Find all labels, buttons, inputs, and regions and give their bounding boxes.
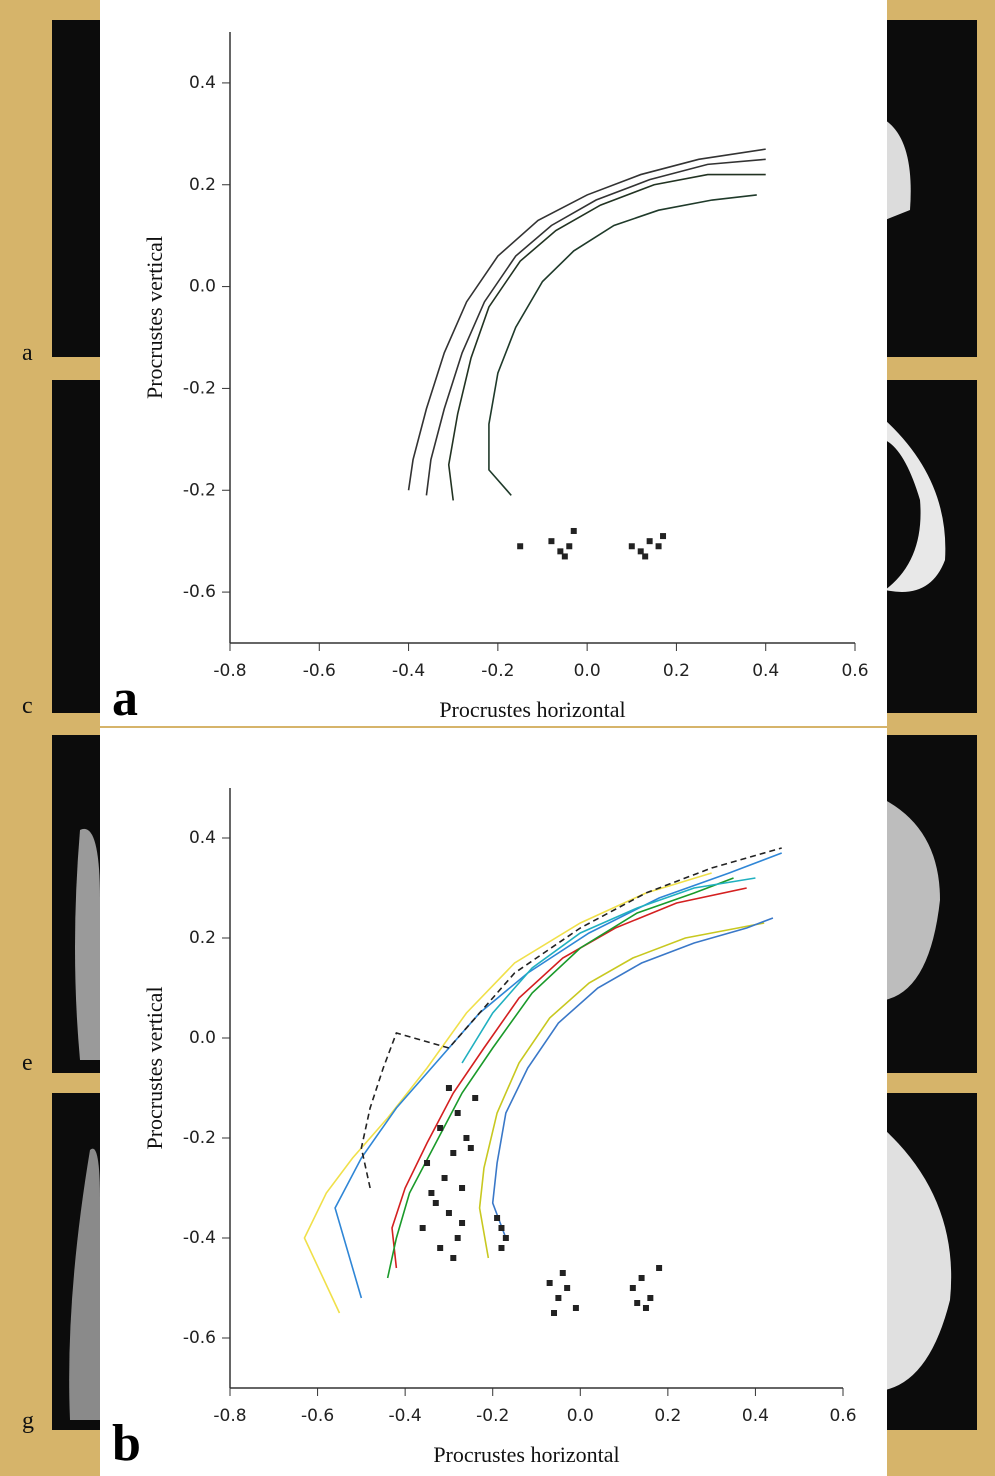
point xyxy=(566,543,573,550)
point xyxy=(570,527,577,534)
panel-letter: a xyxy=(112,670,138,727)
y-tick-label: 0.0 xyxy=(189,1028,216,1048)
y-tick-label: 0.2 xyxy=(189,928,216,948)
point xyxy=(551,1310,558,1316)
point xyxy=(472,1095,479,1101)
point xyxy=(459,1220,466,1226)
point xyxy=(467,1145,474,1151)
chart-background xyxy=(100,728,887,1476)
panel-label: c xyxy=(22,693,33,719)
point xyxy=(498,1245,505,1251)
point xyxy=(498,1225,505,1231)
x-tick-label: -0.6 xyxy=(303,661,336,681)
panel-letter: b xyxy=(112,1415,141,1472)
y-tick-label: -0.4 xyxy=(183,1228,216,1248)
y-axis-label: Procrustes vertical xyxy=(142,986,167,1149)
x-tick-label: -0.6 xyxy=(301,1406,334,1426)
point xyxy=(646,538,653,545)
x-tick-label: 0.6 xyxy=(829,1406,856,1426)
point xyxy=(459,1185,466,1191)
y-tick-label: -0.2 xyxy=(183,480,216,500)
curve xyxy=(407,148,766,491)
point xyxy=(557,548,564,555)
x-axis-label: Procrustes horizontal xyxy=(433,1442,619,1467)
point xyxy=(655,543,662,550)
x-tick-label: -0.8 xyxy=(213,1406,246,1426)
y-tick-label: 0.4 xyxy=(189,828,216,848)
x-tick-label: -0.4 xyxy=(389,1406,422,1426)
y-tick-label: -0.2 xyxy=(183,378,216,398)
point xyxy=(424,1160,431,1166)
panel-label: g xyxy=(22,1408,34,1434)
point xyxy=(445,1085,452,1091)
point xyxy=(642,1305,649,1311)
point xyxy=(450,1150,457,1156)
x-tick-label: 0.4 xyxy=(742,1406,769,1426)
point xyxy=(437,1245,444,1251)
point xyxy=(555,1295,562,1301)
point xyxy=(445,1210,452,1216)
point xyxy=(561,553,568,560)
x-tick-label: -0.8 xyxy=(213,661,246,681)
x-tick-label: 0.2 xyxy=(663,661,690,681)
point xyxy=(642,553,649,560)
chart-background xyxy=(100,0,887,726)
point xyxy=(647,1295,654,1301)
point xyxy=(502,1235,509,1241)
x-tick-label: -0.2 xyxy=(481,661,514,681)
y-tick-label: -0.2 xyxy=(183,1128,216,1148)
x-tick-label: 0.4 xyxy=(752,661,779,681)
panel-label: e xyxy=(22,1050,33,1076)
point xyxy=(419,1225,426,1231)
curve xyxy=(461,877,756,1064)
point xyxy=(637,548,644,555)
y-tick-label: -0.6 xyxy=(183,1328,216,1348)
x-tick-label: 0.6 xyxy=(841,661,868,681)
point xyxy=(638,1275,645,1281)
curve xyxy=(478,922,765,1259)
x-tick-label: 0.2 xyxy=(654,1406,681,1426)
point xyxy=(656,1265,663,1271)
curve xyxy=(491,917,774,1239)
curve xyxy=(303,872,712,1314)
point xyxy=(463,1135,470,1141)
point xyxy=(441,1175,448,1181)
point xyxy=(546,1280,553,1286)
point xyxy=(494,1215,501,1221)
y-tick-label: 0.2 xyxy=(189,175,216,195)
point xyxy=(517,543,524,550)
y-tick-label: 0.0 xyxy=(189,277,216,297)
point xyxy=(559,1270,566,1276)
point xyxy=(629,1285,636,1291)
curve xyxy=(488,194,757,496)
curve xyxy=(391,887,747,1269)
point xyxy=(572,1305,579,1311)
point xyxy=(432,1200,439,1206)
point xyxy=(437,1125,444,1131)
x-tick-label: -0.2 xyxy=(476,1406,509,1426)
y-axis-label: Procrustes vertical xyxy=(142,236,167,399)
curve xyxy=(447,173,766,501)
x-tick-label: 0.0 xyxy=(574,661,601,681)
point xyxy=(628,543,635,550)
x-tick-label: 0.0 xyxy=(567,1406,594,1426)
curve xyxy=(425,158,766,496)
panel-label: a xyxy=(22,340,33,366)
y-tick-label: -0.6 xyxy=(183,582,216,602)
point xyxy=(660,533,667,540)
point xyxy=(454,1235,461,1241)
curve xyxy=(360,847,782,1189)
point xyxy=(634,1300,641,1306)
point xyxy=(428,1190,435,1196)
point xyxy=(454,1110,461,1116)
point xyxy=(450,1255,457,1261)
point xyxy=(564,1285,571,1291)
y-tick-label: 0.4 xyxy=(189,73,216,93)
x-tick-label: -0.4 xyxy=(392,661,425,681)
point xyxy=(548,538,555,545)
curve xyxy=(386,877,734,1279)
x-axis-label: Procrustes horizontal xyxy=(439,697,625,722)
